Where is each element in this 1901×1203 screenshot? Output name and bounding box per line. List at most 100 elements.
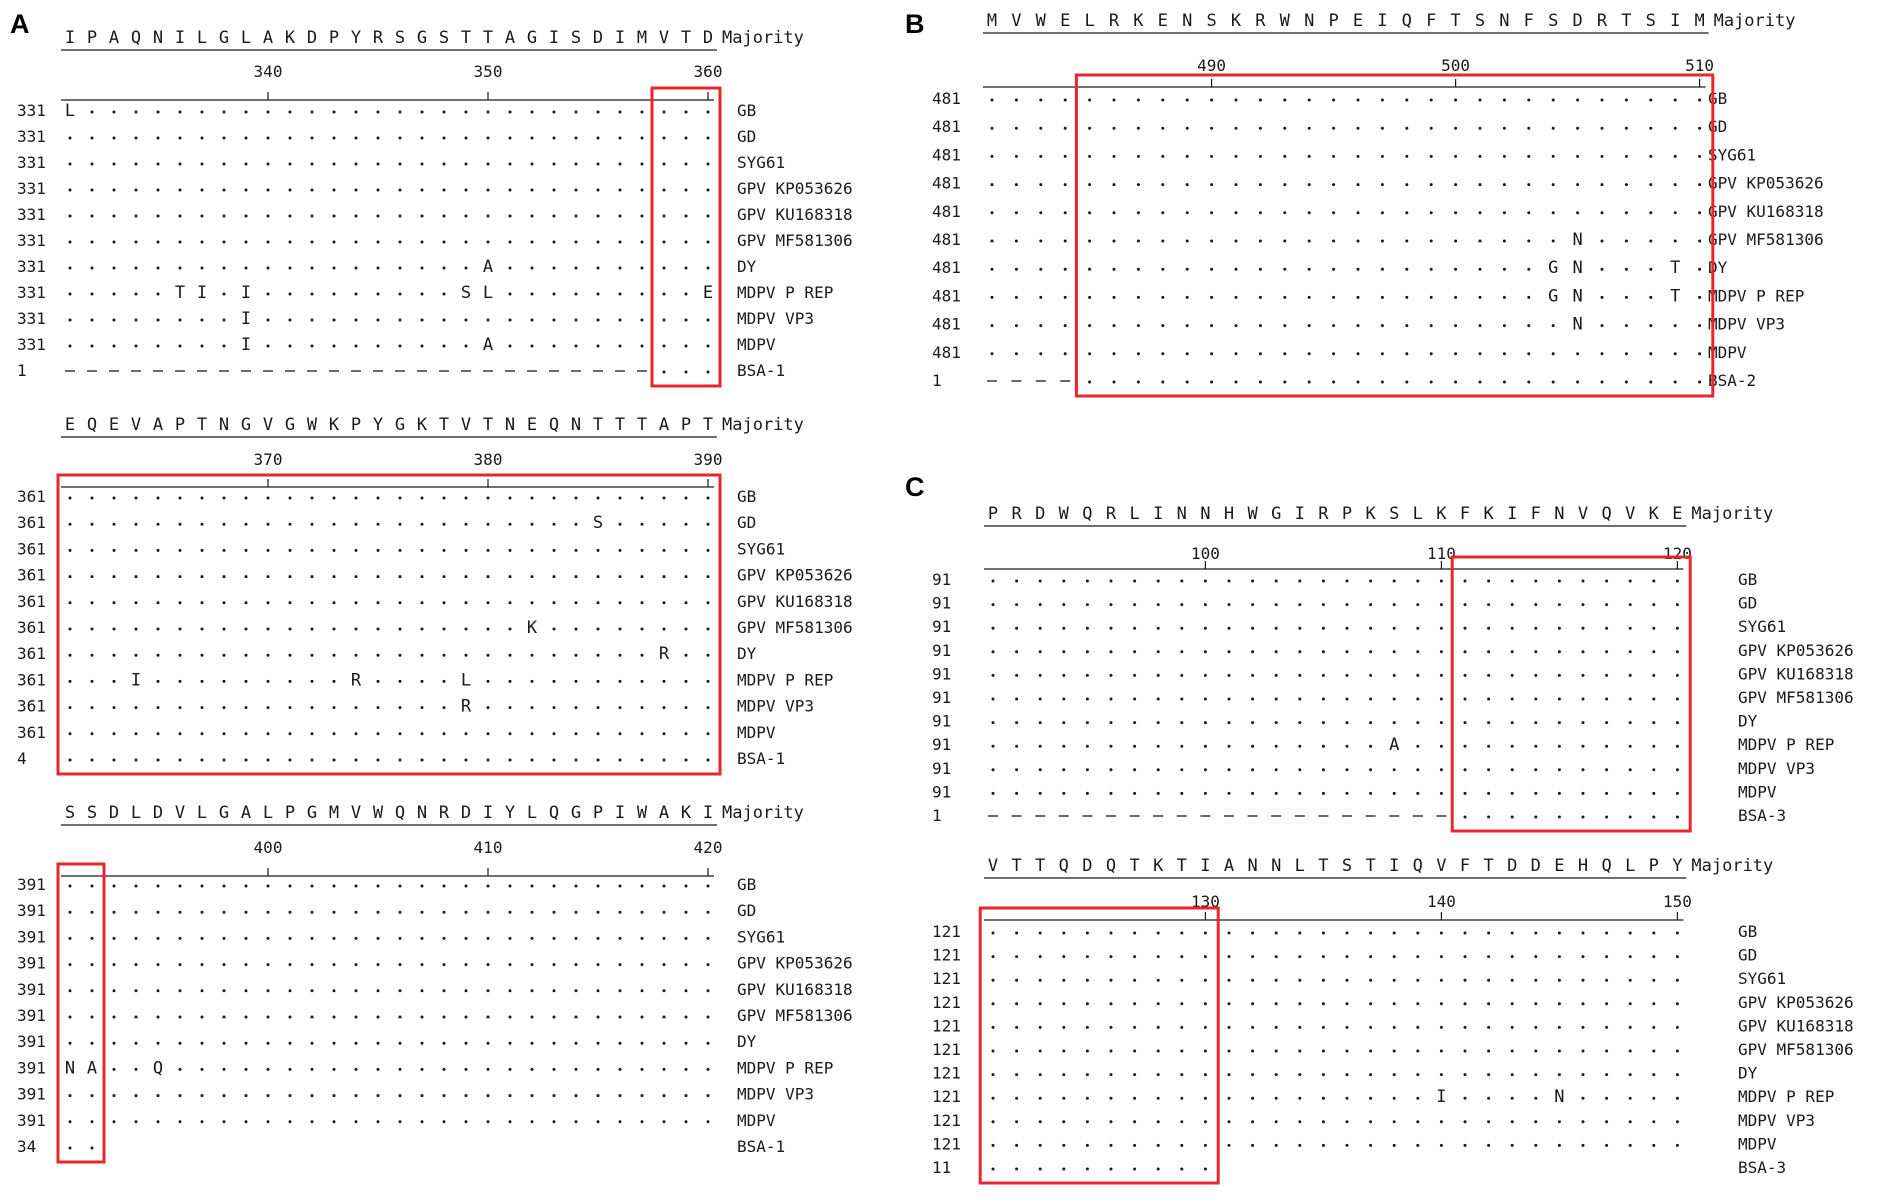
identity-dot bbox=[684, 1120, 688, 1124]
identity-dot bbox=[1085, 650, 1089, 654]
identity-dot bbox=[1015, 1167, 1019, 1171]
identity-dot bbox=[1463, 1002, 1467, 1006]
identity-dot bbox=[1605, 650, 1609, 654]
identity-dot bbox=[112, 548, 116, 552]
identity-dot bbox=[1210, 324, 1214, 328]
identity-dot bbox=[1557, 1002, 1561, 1006]
identity-dot bbox=[1576, 126, 1580, 130]
identity-dot bbox=[596, 1094, 600, 1098]
identity-dot bbox=[530, 240, 534, 244]
identity-dot bbox=[486, 758, 490, 762]
consensus-residue: K bbox=[1153, 856, 1164, 876]
consensus-residue: P bbox=[1342, 504, 1352, 524]
identity-dot bbox=[156, 706, 160, 710]
identity-dot bbox=[1156, 1073, 1160, 1077]
identity-dot bbox=[134, 318, 138, 322]
consensus-residue: T bbox=[1365, 856, 1375, 876]
identity-dot bbox=[376, 601, 380, 605]
identity-dot bbox=[486, 732, 490, 736]
sequence-name: BSA-1 bbox=[737, 749, 785, 768]
identity-dot bbox=[1038, 791, 1042, 795]
identity-dot bbox=[1534, 721, 1538, 725]
identity-dot bbox=[684, 1067, 688, 1071]
identity-dot bbox=[1307, 126, 1311, 130]
identity-dot bbox=[310, 188, 314, 192]
identity-dot bbox=[442, 1120, 446, 1124]
identity-dot bbox=[1675, 1096, 1679, 1100]
identity-dot bbox=[376, 110, 380, 114]
identity-dot bbox=[200, 679, 204, 683]
identity-dot bbox=[1463, 1049, 1467, 1053]
sequence-name: DY bbox=[737, 1032, 757, 1051]
identity-dot bbox=[1463, 1073, 1467, 1077]
identity-dot bbox=[1380, 324, 1384, 328]
identity-dot bbox=[1283, 154, 1287, 158]
identity-dot bbox=[1557, 768, 1561, 772]
identity-dot bbox=[530, 706, 534, 710]
identity-dot bbox=[90, 1146, 94, 1150]
consensus-residue: D bbox=[593, 28, 603, 48]
identity-dot bbox=[354, 240, 358, 244]
identity-dot bbox=[1405, 183, 1409, 187]
identity-dot bbox=[574, 344, 578, 348]
identity-dot bbox=[1380, 183, 1384, 187]
consensus-residue: L bbox=[527, 803, 537, 823]
identity-dot bbox=[1085, 955, 1089, 959]
identity-dot bbox=[706, 1067, 710, 1071]
sequence-name: SYG61 bbox=[1738, 617, 1786, 636]
alignment-row: 331 GD bbox=[17, 127, 756, 146]
identity-dot bbox=[1675, 650, 1679, 654]
identity-dot bbox=[552, 522, 556, 526]
identity-dot bbox=[1487, 955, 1491, 959]
identity-dot bbox=[530, 1041, 534, 1045]
identity-dot bbox=[1557, 1025, 1561, 1029]
consensus-residue: P bbox=[285, 803, 295, 823]
identity-dot bbox=[90, 110, 94, 114]
identity-dot bbox=[1463, 768, 1467, 772]
identity-dot bbox=[1180, 697, 1184, 701]
consensus-residue: A bbox=[109, 28, 119, 48]
identity-dot bbox=[1605, 815, 1609, 819]
identity-dot bbox=[618, 240, 622, 244]
identity-dot bbox=[991, 1025, 995, 1029]
sequence-name: GPV MF581306 bbox=[1738, 1040, 1854, 1059]
consensus-residue: V bbox=[659, 28, 669, 48]
identity-dot bbox=[706, 318, 710, 322]
identity-dot bbox=[1439, 791, 1443, 795]
identity-dot bbox=[1180, 1049, 1184, 1053]
identity-dot bbox=[222, 732, 226, 736]
identity-dot bbox=[1557, 697, 1561, 701]
identity-dot bbox=[1062, 697, 1066, 701]
identity-dot bbox=[266, 963, 270, 967]
identity-dot bbox=[1227, 603, 1231, 607]
identity-dot bbox=[1439, 721, 1443, 725]
identity-dot bbox=[1392, 1143, 1396, 1147]
identity-dot bbox=[1180, 626, 1184, 630]
identity-dot bbox=[1203, 1120, 1207, 1124]
substitution-residue: N bbox=[1572, 315, 1582, 335]
sequence-name: GB bbox=[1708, 89, 1727, 108]
identity-dot bbox=[1698, 126, 1702, 130]
identity-dot bbox=[1581, 1120, 1585, 1124]
identity-dot bbox=[1652, 768, 1656, 772]
identity-dot bbox=[1487, 721, 1491, 725]
identity-dot bbox=[90, 936, 94, 940]
consensus-residue: N bbox=[571, 415, 581, 435]
identity-dot bbox=[618, 706, 622, 710]
identity-dot bbox=[1274, 721, 1278, 725]
sequence-name: DY bbox=[737, 644, 757, 663]
identity-dot bbox=[420, 548, 424, 552]
identity-dot bbox=[1369, 721, 1373, 725]
identity-dot bbox=[398, 162, 402, 166]
consensus-residue: Q bbox=[1059, 856, 1069, 876]
row-start-number: 481 bbox=[932, 258, 961, 277]
identity-dot bbox=[376, 1041, 380, 1045]
identity-dot bbox=[420, 732, 424, 736]
identity-dot bbox=[420, 162, 424, 166]
identity-dot bbox=[112, 601, 116, 605]
consensus-residue: H bbox=[1578, 856, 1588, 876]
identity-dot bbox=[1463, 697, 1467, 701]
identity-dot bbox=[1392, 1002, 1396, 1006]
consensus-residue: T bbox=[439, 415, 449, 435]
identity-dot bbox=[552, 318, 556, 322]
